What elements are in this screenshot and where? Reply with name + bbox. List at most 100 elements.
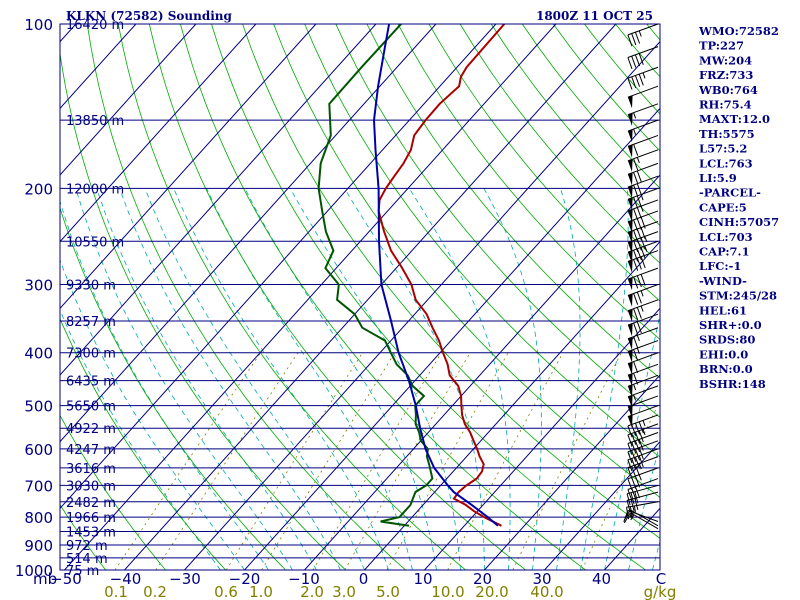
wind-barb-flag bbox=[629, 506, 633, 519]
wind-barb bbox=[627, 149, 659, 172]
wind-barb bbox=[627, 162, 659, 186]
height-label: 4922 m bbox=[66, 422, 116, 437]
wind-barb bbox=[627, 363, 659, 387]
mixing-ratio-lines bbox=[114, 352, 660, 570]
mixing-ratio-tick-label: g/kg bbox=[644, 583, 677, 600]
wind-barb-flag bbox=[633, 197, 639, 209]
wind-barb-shaft bbox=[627, 175, 659, 188]
wind-barb bbox=[627, 327, 659, 350]
wind-barb bbox=[627, 423, 659, 447]
wind-barb-flag bbox=[636, 275, 642, 288]
isotherm-line bbox=[60, 24, 437, 443]
wind-barb-flag bbox=[634, 486, 641, 499]
wind-barb-flag bbox=[636, 207, 642, 219]
height-label: 1966 m bbox=[66, 511, 116, 526]
moist-adiabat-line bbox=[344, 188, 485, 570]
stat-line: CAPE:5 bbox=[699, 200, 747, 214]
wind-barb-flag bbox=[631, 441, 637, 454]
wind-barb-shaft bbox=[627, 432, 659, 444]
wind-barb bbox=[627, 405, 659, 428]
isotherm-line bbox=[60, 24, 197, 176]
wind-barb-flag bbox=[640, 247, 646, 259]
wind-barb-halfflag bbox=[640, 305, 644, 312]
moist-adiabat-line bbox=[96, 188, 317, 570]
wind-barb-shaft bbox=[627, 119, 659, 132]
pressure-tick-label: 500 bbox=[24, 398, 53, 416]
wind-barb-shaft bbox=[627, 467, 659, 480]
isotherm-line bbox=[60, 24, 317, 310]
wind-barb-flag bbox=[633, 184, 639, 197]
background-lines bbox=[0, 24, 660, 570]
wind-barb-flag bbox=[633, 240, 639, 252]
wind-barb-pennant bbox=[627, 113, 633, 126]
wind-barb-shaft bbox=[627, 85, 659, 98]
height-labels: 16420 m 13850 m 12000 m 10550 m 9330 m 8257 m… bbox=[66, 18, 124, 579]
parcel-line bbox=[372, 24, 499, 527]
wind-barb bbox=[623, 509, 659, 527]
mixing-ratio-tick-label: 10.0 bbox=[431, 583, 464, 600]
temperature-tick-label: 0 bbox=[359, 570, 369, 588]
wind-barb-flag bbox=[631, 56, 637, 68]
stat-line: CAP:7.1 bbox=[699, 245, 750, 259]
mixing-ratio-tick-label: 0.1 bbox=[104, 583, 128, 600]
isotherm-line bbox=[0, 24, 16, 570]
pressure-tick-label: 400 bbox=[24, 345, 53, 363]
temperature-tick-label: −30 bbox=[169, 570, 201, 588]
temperature-tick-label: −10 bbox=[288, 570, 320, 588]
stat-line: STM:245/28 bbox=[699, 289, 777, 303]
wind-barb bbox=[627, 85, 659, 109]
height-label: 972 m bbox=[66, 539, 108, 554]
wind-barb-halfflag bbox=[640, 194, 644, 201]
mixing-ratio-tick-label: 0.6 bbox=[214, 583, 238, 600]
wind-barb-halfflag bbox=[633, 128, 637, 135]
isotherm-line bbox=[544, 440, 660, 570]
mixing-ratio-axis: 0.1 0.2 0.6 1.0 2.0 3.0 5.0 10.0 20.0 40.0 g/kg bbox=[104, 583, 676, 600]
wind-barb-flag bbox=[640, 256, 646, 269]
moist-adiabat-line bbox=[289, 188, 461, 570]
wind-barb-halfflag bbox=[636, 335, 640, 342]
isotherm-line bbox=[60, 24, 257, 243]
wind-barb-shaft bbox=[627, 103, 659, 116]
wind-barb-shaft bbox=[627, 456, 659, 469]
temperature-tick-label: C bbox=[656, 570, 666, 588]
wind-barb-halfflag bbox=[633, 112, 637, 119]
wind-barb-pennant bbox=[627, 129, 633, 143]
wind-barb-shaft bbox=[627, 46, 659, 58]
isotherm-line bbox=[60, 24, 377, 376]
wind-barb-shaft bbox=[626, 484, 659, 495]
wind-barb-flag bbox=[638, 73, 644, 86]
moist-adiabat-line bbox=[119, 188, 341, 570]
stat-line: MAXT:12.0 bbox=[699, 112, 770, 126]
wind-barb-flag bbox=[633, 293, 639, 305]
stat-line: -WIND- bbox=[699, 274, 747, 288]
height-label: 6435 m bbox=[66, 375, 116, 390]
wind-barb-pennant bbox=[627, 159, 633, 172]
wind-barb-shaft bbox=[627, 240, 659, 253]
wind-barb-flag bbox=[627, 78, 633, 90]
wind-barb-shaft bbox=[627, 210, 659, 223]
wind-barb-shaft bbox=[627, 313, 659, 326]
wind-barb-flag bbox=[638, 53, 644, 65]
profiles bbox=[317, 24, 506, 527]
wind-barb-halfflag bbox=[636, 157, 640, 164]
wind-barb-flag bbox=[636, 238, 642, 251]
wind-barb bbox=[627, 46, 659, 69]
wind-barb-shaft bbox=[627, 134, 659, 147]
wind-barb-flag bbox=[634, 54, 641, 67]
wind-barb-flag bbox=[633, 158, 639, 171]
height-label: 13850 m bbox=[66, 114, 124, 129]
stat-line: CINH:57057 bbox=[699, 215, 779, 229]
pressure-tick-label: 900 bbox=[24, 537, 53, 555]
wind-barb-flag bbox=[634, 491, 639, 504]
wind-barb-flag bbox=[626, 500, 631, 513]
dry-adiabat-line bbox=[117, 24, 466, 570]
wind-barb bbox=[627, 210, 659, 234]
stat-line: LI:5.9 bbox=[699, 171, 737, 185]
wind-barb-flag bbox=[631, 424, 637, 436]
wind-barb-halfflag bbox=[633, 505, 636, 512]
wind-barb-flag bbox=[634, 448, 641, 461]
wind-barb-shaft bbox=[627, 385, 659, 398]
wind-barb-flag bbox=[633, 308, 639, 321]
wind-barb bbox=[627, 250, 659, 273]
wind-barb-flag bbox=[634, 32, 641, 44]
